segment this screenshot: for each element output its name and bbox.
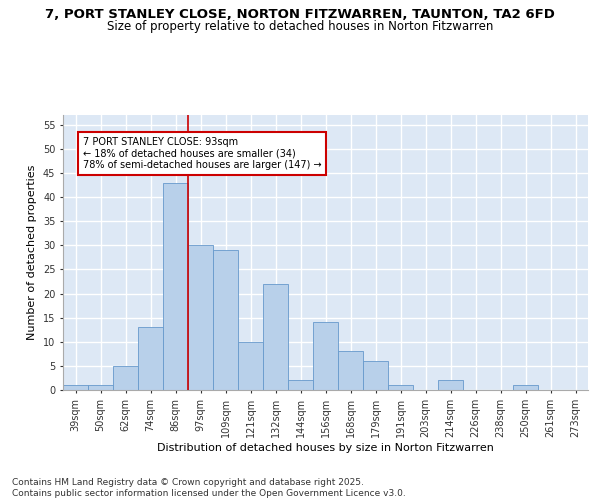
Text: 7 PORT STANLEY CLOSE: 93sqm
← 18% of detached houses are smaller (34)
78% of sem: 7 PORT STANLEY CLOSE: 93sqm ← 18% of det… xyxy=(83,136,322,170)
Bar xyxy=(263,284,288,390)
Bar xyxy=(138,328,163,390)
Text: Size of property relative to detached houses in Norton Fitzwarren: Size of property relative to detached ho… xyxy=(107,20,493,33)
Bar xyxy=(313,322,338,390)
Bar xyxy=(288,380,313,390)
Bar xyxy=(438,380,463,390)
Bar xyxy=(163,182,188,390)
Text: Contains HM Land Registry data © Crown copyright and database right 2025.
Contai: Contains HM Land Registry data © Crown c… xyxy=(12,478,406,498)
Bar xyxy=(363,361,388,390)
Bar xyxy=(388,385,413,390)
Bar xyxy=(88,385,113,390)
Y-axis label: Number of detached properties: Number of detached properties xyxy=(28,165,37,340)
Bar xyxy=(188,246,213,390)
Bar xyxy=(63,385,88,390)
Bar xyxy=(338,352,363,390)
Text: 7, PORT STANLEY CLOSE, NORTON FITZWARREN, TAUNTON, TA2 6FD: 7, PORT STANLEY CLOSE, NORTON FITZWARREN… xyxy=(45,8,555,20)
Bar xyxy=(513,385,538,390)
Bar xyxy=(238,342,263,390)
Bar xyxy=(113,366,138,390)
X-axis label: Distribution of detached houses by size in Norton Fitzwarren: Distribution of detached houses by size … xyxy=(157,442,494,452)
Bar xyxy=(213,250,238,390)
